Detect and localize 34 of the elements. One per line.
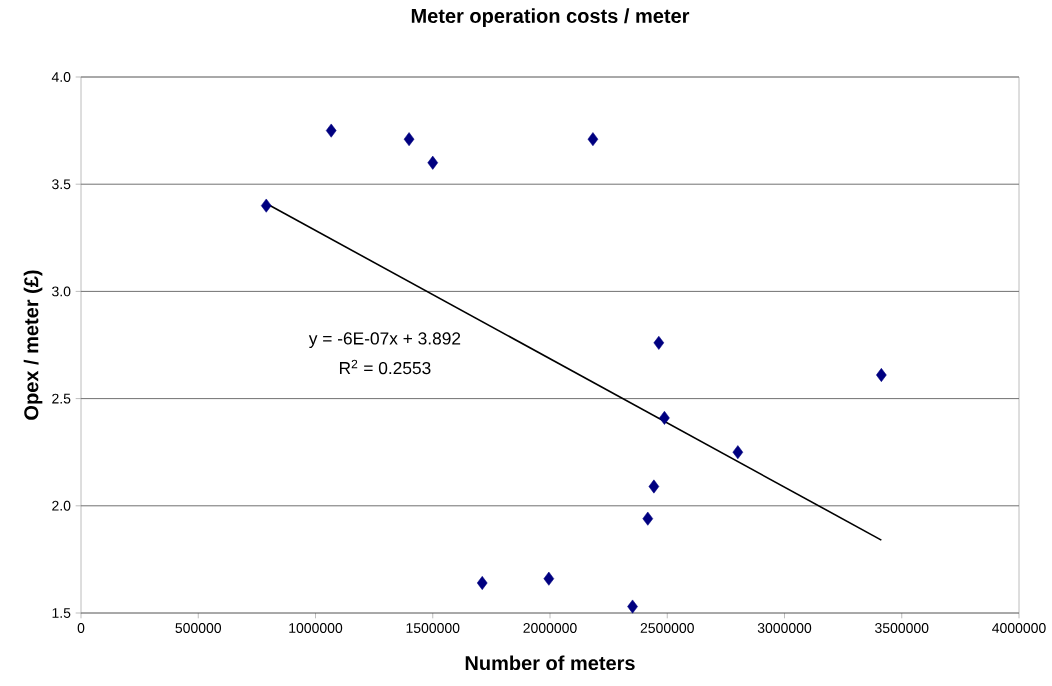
y-tick-label: 3.0 [52, 286, 71, 297]
point [642, 511, 654, 526]
x-tick-label: 0 [77, 623, 85, 633]
point [543, 571, 555, 586]
y-tick-label: 4.0 [51, 72, 71, 82]
x-axis-title: Number of meters [465, 655, 635, 671]
point [325, 123, 337, 138]
y-tick-label: 1.5 [52, 608, 71, 618]
chart-title: Meter operation costs / meter [411, 8, 690, 27]
x-tick-label: 3000000 [757, 623, 812, 633]
x-tick-label: 3500000 [875, 623, 929, 633]
x-tick-label: 2000000 [523, 623, 577, 633]
point [732, 445, 744, 460]
y-tick-label: 2.0 [52, 500, 71, 511]
point [427, 155, 439, 170]
x-tick-label: 500000 [175, 623, 222, 633]
x-tick-label: 2500000 [640, 623, 694, 633]
point [648, 479, 660, 494]
point [403, 132, 415, 147]
x-tick-label: 4000000 [992, 623, 1046, 633]
point [587, 132, 599, 147]
point [659, 410, 670, 425]
x-tick-label: 1500000 [406, 623, 460, 633]
annotation: R$^{2}$ = 0.2553 [339, 359, 431, 375]
point [627, 599, 638, 614]
y-tick-label: 2.5 [52, 393, 71, 404]
point [653, 335, 665, 350]
x-tick-label: 1000000 [289, 623, 343, 633]
point [260, 198, 272, 213]
annotation: y = -6E-07x + 3.892 [308, 332, 461, 349]
point [876, 368, 887, 382]
y-axis-title: Opex / meter (£) [23, 270, 43, 420]
point [476, 576, 488, 590]
y-tick-label: 3.5 [52, 179, 71, 190]
